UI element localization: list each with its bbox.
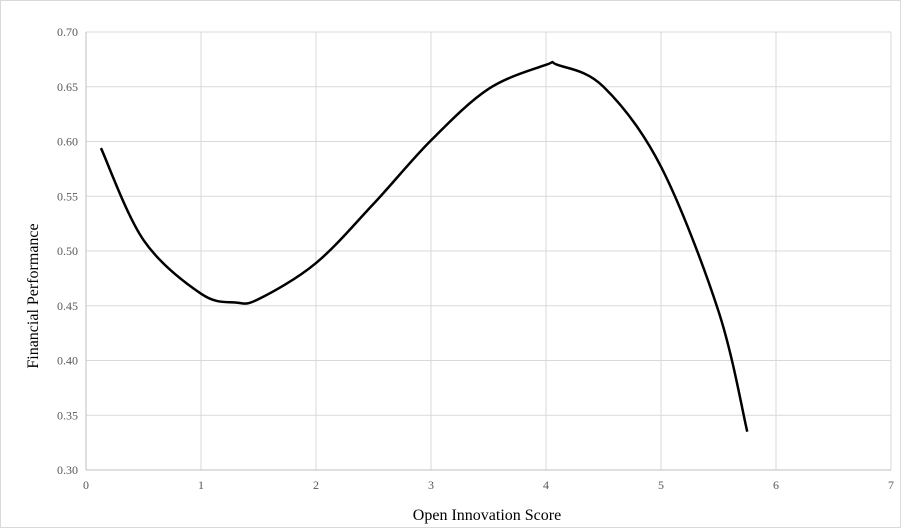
gridlines bbox=[86, 31, 892, 470]
y-tick-label: 0.35 bbox=[57, 408, 78, 422]
x-axis-title: Open Innovation Score bbox=[413, 507, 561, 524]
x-tick-label: 0 bbox=[83, 478, 89, 492]
y-tick-label: 0.45 bbox=[57, 299, 78, 313]
y-tick-label: 0.30 bbox=[57, 463, 78, 477]
y-tick-label: 0.60 bbox=[57, 135, 78, 149]
x-tick-label: 3 bbox=[428, 478, 434, 492]
y-tick-label: 0.55 bbox=[57, 189, 78, 203]
y-tick-label: 0.40 bbox=[57, 354, 78, 368]
x-tick-label: 2 bbox=[313, 478, 319, 492]
series-layer bbox=[99, 60, 749, 432]
series-line bbox=[99, 60, 749, 432]
x-tick-label: 1 bbox=[198, 478, 204, 492]
y-tick-label: 0.70 bbox=[57, 25, 78, 39]
y-axis-title: Financial Performance bbox=[25, 223, 42, 368]
x-tick-label: 4 bbox=[543, 478, 549, 492]
y-tick-label: 0.65 bbox=[57, 80, 78, 94]
y-tick-label: 0.50 bbox=[57, 244, 78, 258]
axes bbox=[85, 32, 891, 471]
x-tick-labels: 0 1 2 3 4 5 6 7 bbox=[83, 478, 894, 492]
x-tick-label: 7 bbox=[888, 478, 894, 492]
x-tick-label: 5 bbox=[658, 478, 664, 492]
x-tick-label: 6 bbox=[773, 478, 779, 492]
y-tick-labels: 0.30 0.35 0.40 0.45 0.50 0.55 0.60 0.65 0.70 bbox=[57, 25, 78, 477]
